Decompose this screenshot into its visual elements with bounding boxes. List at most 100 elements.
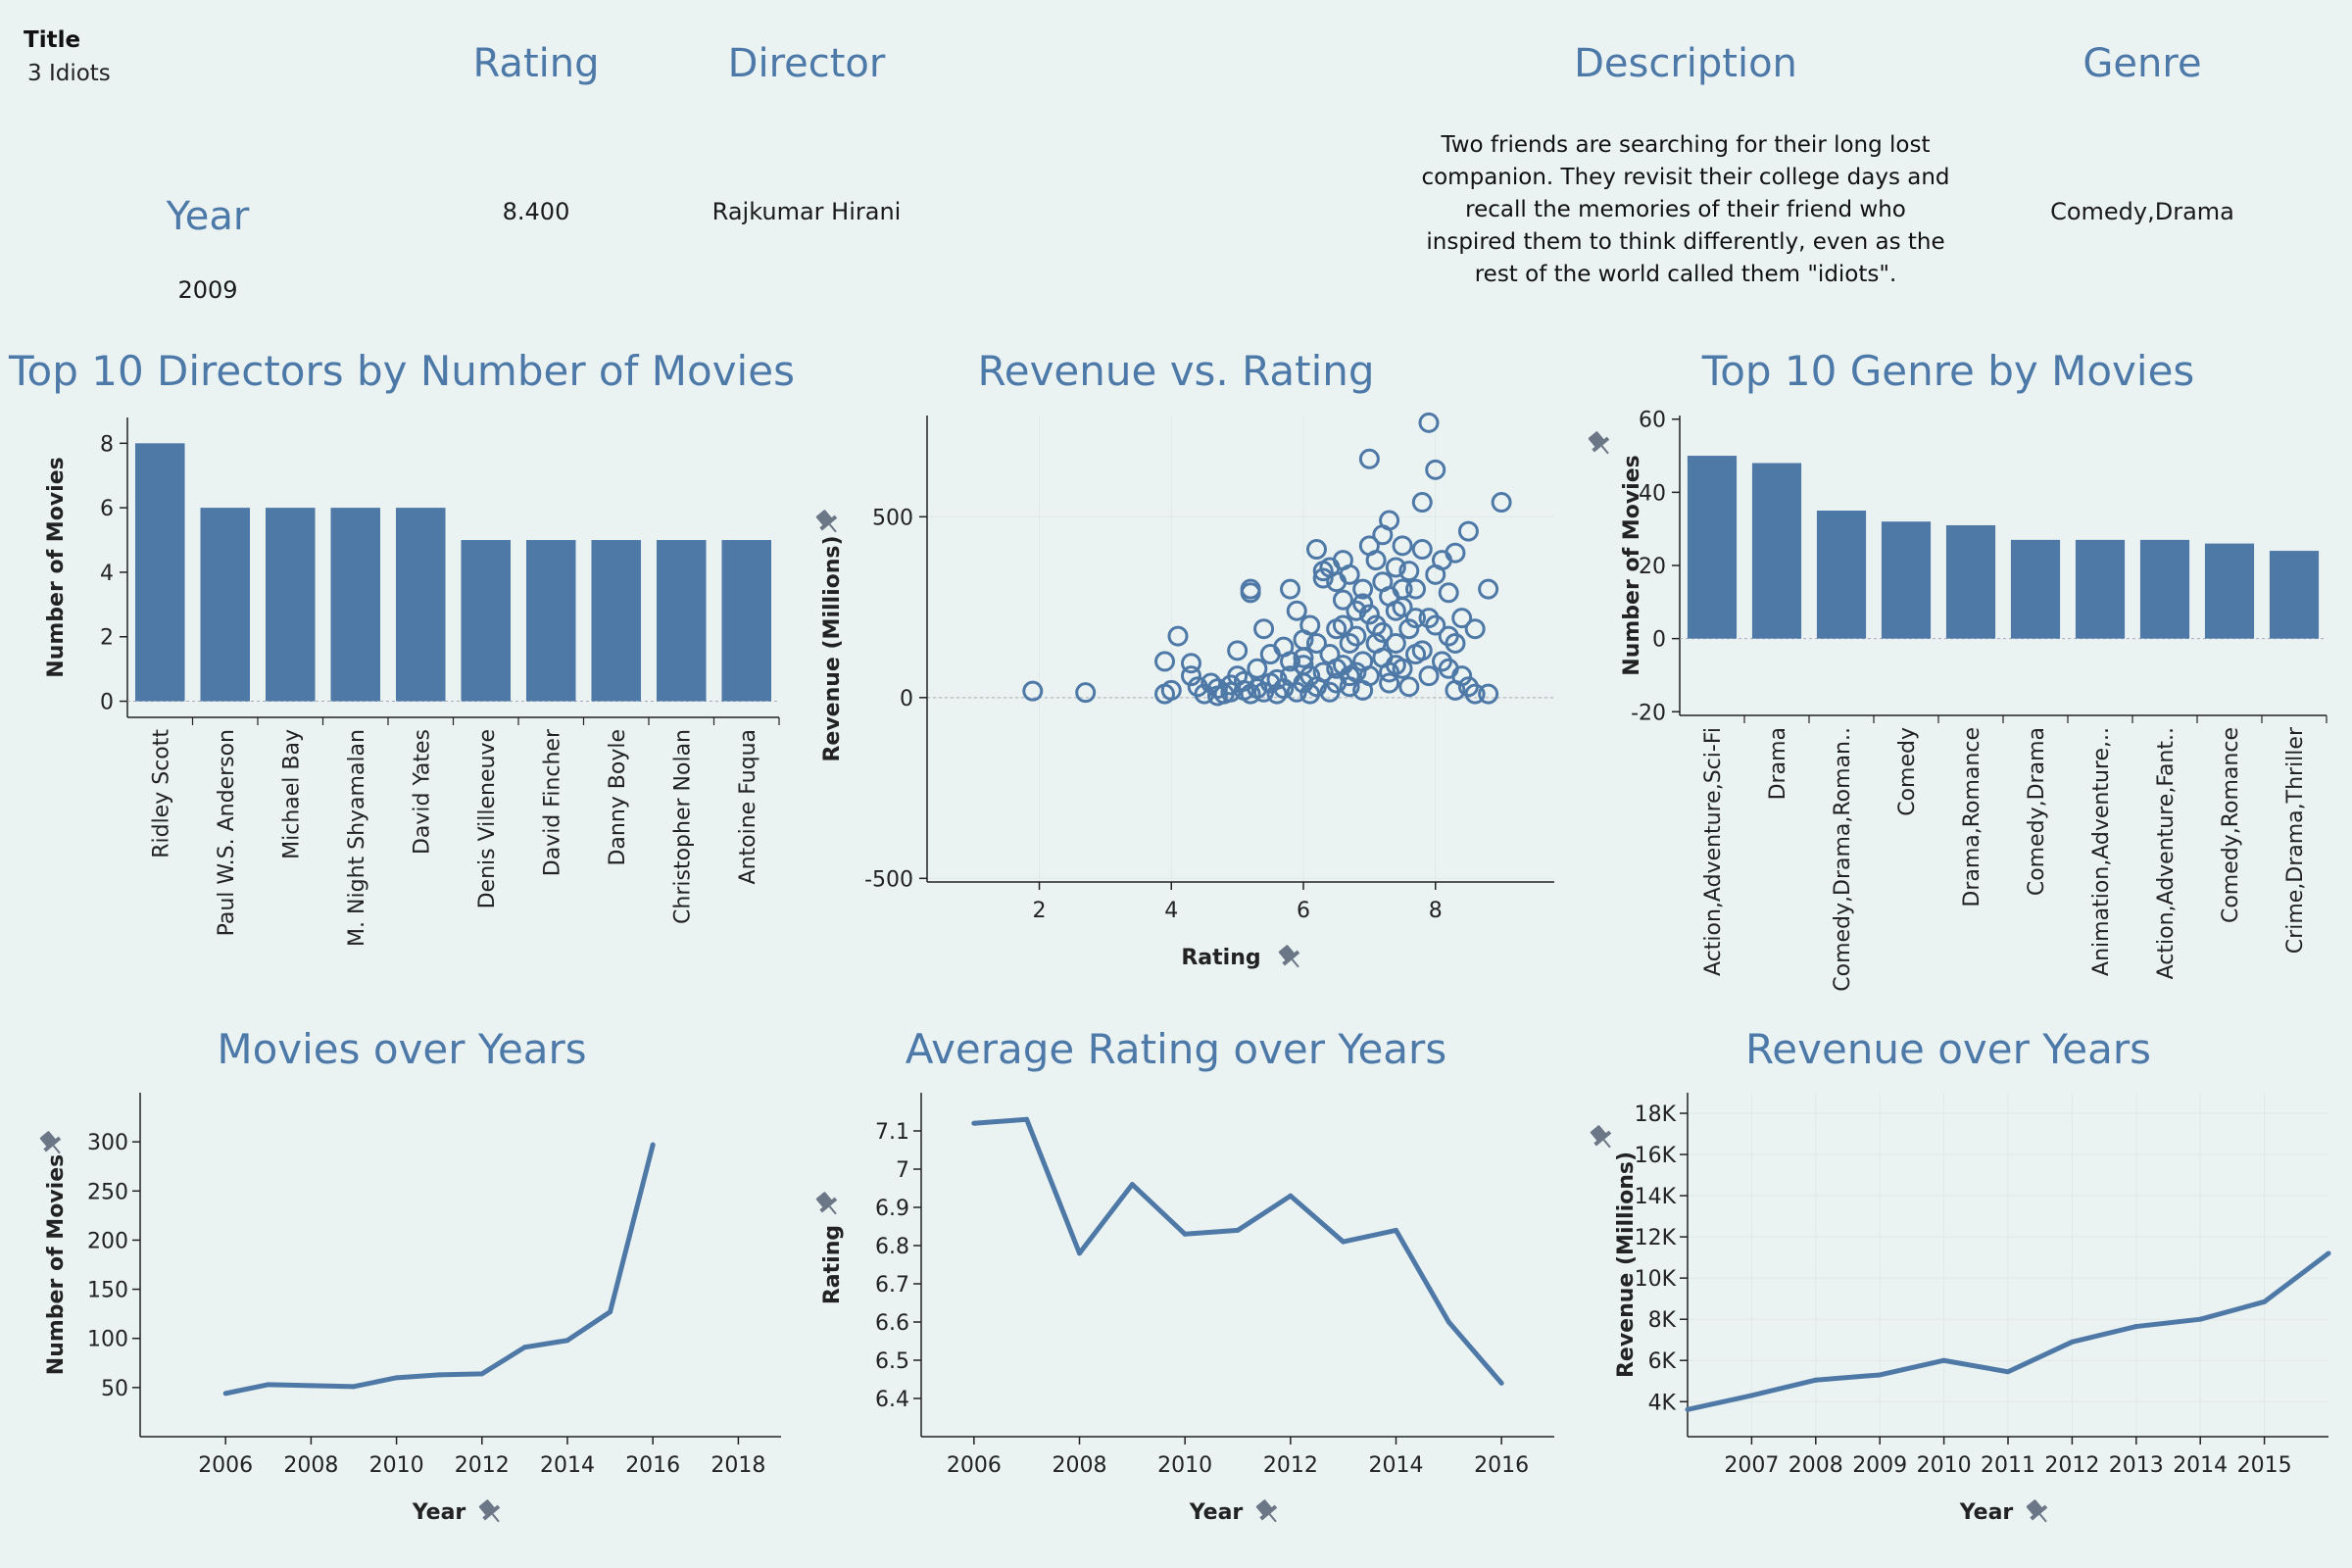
scatter-point[interactable] bbox=[1339, 676, 1360, 698]
pin-icon[interactable] bbox=[1275, 942, 1305, 973]
pin-icon[interactable] bbox=[812, 1189, 843, 1220]
bar[interactable] bbox=[265, 508, 316, 702]
scatter-point[interactable] bbox=[1220, 681, 1242, 703]
scatter-point[interactable] bbox=[1352, 593, 1374, 614]
line-point[interactable] bbox=[1182, 1231, 1188, 1237]
scatter-point[interactable] bbox=[1160, 679, 1182, 701]
bar[interactable] bbox=[2269, 551, 2320, 639]
scatter-point[interactable] bbox=[1365, 632, 1387, 654]
scatter-point[interactable] bbox=[1022, 680, 1044, 702]
scatter-point[interactable] bbox=[1457, 676, 1479, 698]
scatter-point[interactable] bbox=[1312, 567, 1334, 589]
scatter-point[interactable] bbox=[1392, 578, 1413, 600]
scatter-point[interactable] bbox=[1398, 618, 1420, 640]
scatter-point[interactable] bbox=[1180, 653, 1201, 674]
scatter-point[interactable] bbox=[1372, 621, 1394, 643]
line-point[interactable] bbox=[1748, 1393, 1754, 1398]
scatter-point[interactable] bbox=[1286, 600, 1307, 621]
line-point[interactable] bbox=[1024, 1116, 1030, 1122]
bar[interactable] bbox=[134, 443, 185, 702]
scatter-point[interactable] bbox=[1167, 625, 1189, 647]
line-point[interactable] bbox=[521, 1345, 527, 1350]
bar[interactable] bbox=[1687, 456, 1738, 639]
line-point[interactable] bbox=[2069, 1339, 2075, 1345]
pin-icon[interactable] bbox=[36, 1128, 67, 1159]
bar[interactable] bbox=[1881, 521, 1932, 639]
scatter-point[interactable] bbox=[1491, 492, 1512, 514]
scatter-point[interactable] bbox=[1425, 459, 1446, 480]
scatter-point[interactable] bbox=[1206, 685, 1228, 707]
line-point[interactable] bbox=[479, 1371, 485, 1377]
scatter-point[interactable] bbox=[1319, 681, 1341, 703]
line-point[interactable] bbox=[351, 1384, 357, 1390]
scatter-point[interactable] bbox=[1075, 682, 1097, 704]
scatter-point[interactable] bbox=[1438, 582, 1459, 604]
scatter-point[interactable] bbox=[1464, 618, 1486, 640]
scatter-point[interactable] bbox=[1339, 665, 1360, 687]
bar[interactable] bbox=[656, 540, 707, 702]
series-line[interactable] bbox=[973, 1116, 1504, 1386]
pin-icon[interactable] bbox=[1252, 1496, 1283, 1528]
series-line[interactable] bbox=[224, 1144, 656, 1396]
scatter-point[interactable] bbox=[1385, 600, 1406, 621]
scatter-point[interactable] bbox=[1233, 670, 1254, 692]
scatter-point[interactable] bbox=[1280, 651, 1301, 672]
pin-icon[interactable] bbox=[475, 1496, 506, 1528]
line-point[interactable] bbox=[2262, 1298, 2268, 1304]
bar[interactable] bbox=[591, 540, 642, 702]
bar[interactable] bbox=[1751, 463, 1802, 639]
scatter-point[interactable] bbox=[1247, 658, 1268, 679]
line-point[interactable] bbox=[308, 1383, 314, 1389]
line-point[interactable] bbox=[1941, 1357, 1947, 1363]
line-point[interactable] bbox=[1235, 1227, 1241, 1233]
scatter-point[interactable] bbox=[1398, 676, 1420, 698]
scatter-point[interactable] bbox=[1240, 578, 1261, 600]
line-point[interactable] bbox=[222, 1391, 228, 1396]
line-point[interactable] bbox=[1288, 1193, 1294, 1199]
bar[interactable] bbox=[395, 508, 446, 702]
pin-icon[interactable] bbox=[812, 507, 843, 538]
scatter-point[interactable] bbox=[1358, 448, 1380, 469]
scatter-point[interactable] bbox=[1253, 618, 1275, 640]
scatter-point[interactable] bbox=[1194, 683, 1215, 705]
line-point[interactable] bbox=[2133, 1324, 2139, 1330]
line-point[interactable] bbox=[2326, 1250, 2331, 1256]
scatter-point[interactable] bbox=[1478, 578, 1499, 600]
scatter-point[interactable] bbox=[1445, 632, 1466, 654]
line-point[interactable] bbox=[1685, 1406, 1690, 1412]
scatter-point[interactable] bbox=[1445, 679, 1466, 701]
line-point[interactable] bbox=[1394, 1227, 1398, 1233]
scatter-point[interactable] bbox=[1445, 542, 1466, 564]
scatter-point[interactable] bbox=[1411, 492, 1433, 514]
scatter-point[interactable] bbox=[1365, 550, 1387, 571]
line-point[interactable] bbox=[1877, 1372, 1883, 1378]
scatter-point[interactable] bbox=[1358, 604, 1380, 625]
pin-icon[interactable] bbox=[1585, 428, 1615, 460]
scatter-point[interactable] bbox=[1299, 683, 1321, 705]
bar[interactable] bbox=[525, 540, 576, 702]
scatter-point[interactable] bbox=[1299, 614, 1321, 636]
scatter-point[interactable] bbox=[1227, 640, 1249, 662]
bar[interactable] bbox=[200, 508, 251, 702]
scatter-point[interactable] bbox=[1305, 539, 1327, 561]
scatter-point[interactable] bbox=[1293, 647, 1314, 668]
scatter-point[interactable] bbox=[1339, 564, 1360, 585]
scatter-point[interactable] bbox=[1346, 625, 1367, 647]
scatter-point[interactable] bbox=[1379, 672, 1400, 694]
line-point[interactable] bbox=[1341, 1239, 1347, 1245]
scatter-point[interactable] bbox=[1332, 589, 1353, 611]
scatter-point[interactable] bbox=[1438, 658, 1459, 679]
bar[interactable] bbox=[721, 540, 772, 702]
scatter-point[interactable] bbox=[1418, 665, 1440, 687]
bar[interactable] bbox=[2075, 539, 2126, 639]
line-point[interactable] bbox=[1129, 1182, 1135, 1188]
scatter-point[interactable] bbox=[1352, 578, 1374, 600]
scatter-point[interactable] bbox=[1154, 651, 1176, 672]
line-point[interactable] bbox=[2005, 1369, 2011, 1375]
bar[interactable] bbox=[2204, 543, 2255, 639]
scatter-point[interactable] bbox=[1411, 640, 1433, 662]
scatter-point[interactable] bbox=[1411, 539, 1433, 561]
scatter-point[interactable] bbox=[1180, 665, 1201, 687]
line-point[interactable] bbox=[266, 1382, 271, 1388]
line-point[interactable] bbox=[650, 1142, 656, 1148]
